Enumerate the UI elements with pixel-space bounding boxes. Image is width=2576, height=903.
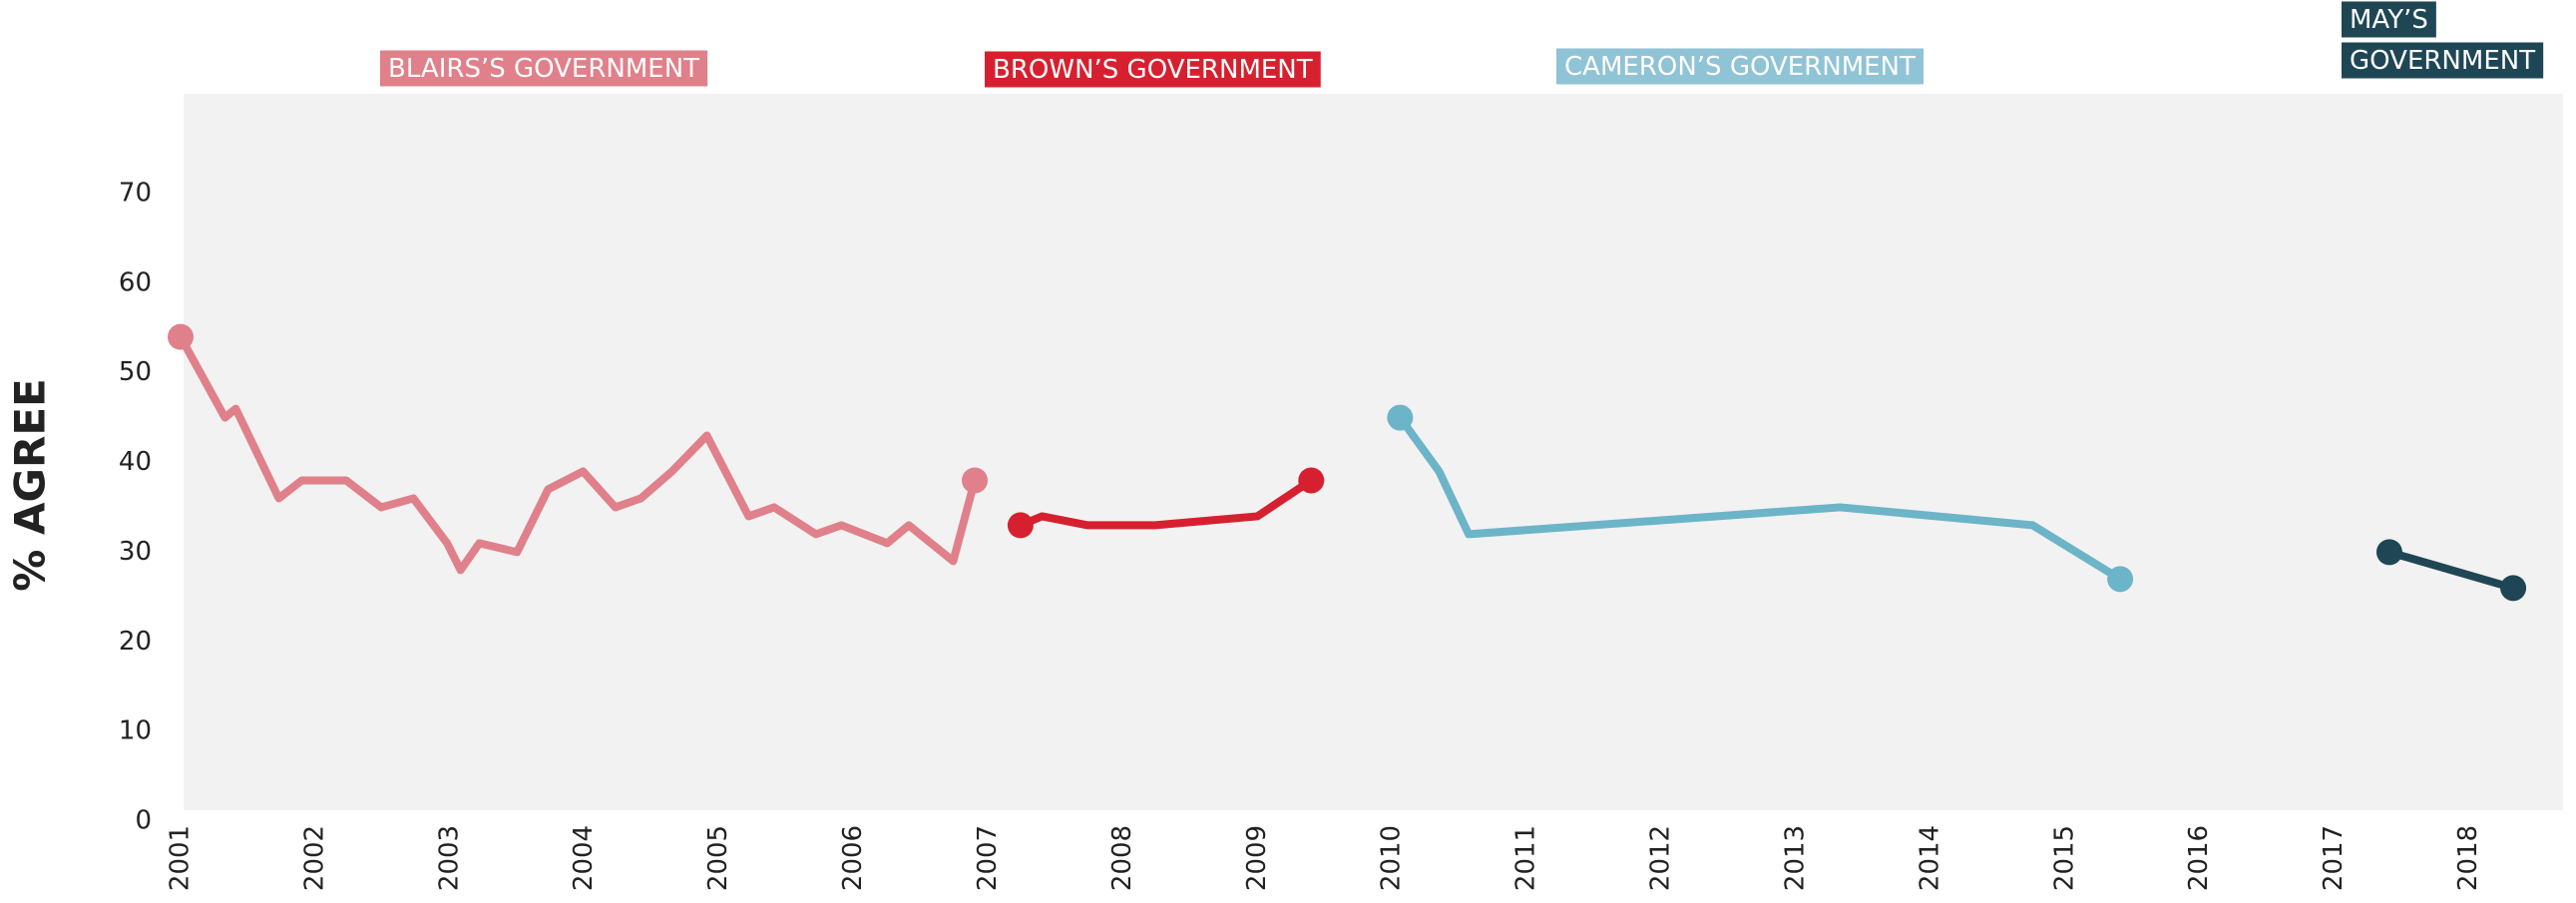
x-tick-label: 2009 (1242, 825, 1272, 891)
x-tick-label: 2013 (1780, 825, 1810, 891)
x-tick-label: 2001 (166, 825, 196, 891)
x-tick-label: 2016 (2184, 825, 2214, 891)
government-label-bg (985, 51, 1321, 88)
x-tick-label: 2008 (1107, 825, 1137, 891)
label-box (2342, 1, 2436, 38)
label-box (2342, 42, 2544, 79)
y-tick-label: 70 (119, 178, 152, 208)
y-tick-label: 20 (119, 627, 152, 657)
series-line (2387, 548, 2515, 593)
x-tick-label: 2017 (2319, 825, 2349, 891)
x-tick-label: 2002 (299, 825, 329, 891)
government-label: MAY’S GOVERNMENT (2350, 5, 2535, 76)
endpoint-marker (168, 323, 194, 350)
government-label: BLAIRS’S GOVERNMENT (388, 54, 699, 84)
endpoint-marker (2500, 575, 2527, 602)
x-tick-label: 2018 (2453, 825, 2483, 891)
x-tick-label: 2007 (973, 825, 1003, 891)
x-tick-label: 2005 (703, 825, 733, 891)
label-box (985, 51, 1321, 88)
y-tick-label: 60 (119, 267, 152, 297)
label-box (1556, 48, 1925, 85)
x-tick-label: 2006 (838, 825, 868, 891)
endpoint-marker (2375, 539, 2402, 566)
x-tick-label: 2015 (2049, 825, 2079, 891)
government-label-bg (2342, 1, 2544, 79)
x-tick-label: 2003 (434, 825, 464, 891)
y-axis-label: % AGREE (6, 378, 55, 591)
x-tick-label: 2011 (1511, 825, 1541, 891)
government-label-bg (1556, 48, 1925, 85)
x-tick-label: 2012 (1646, 825, 1676, 891)
label-box (380, 50, 708, 87)
endpoint-marker (2107, 566, 2134, 593)
y-tick-label: 30 (119, 537, 152, 567)
endpoint-marker (962, 467, 988, 494)
y-tick-label: 0 (135, 806, 152, 836)
endpoint-marker (1387, 404, 1414, 431)
endpoint-marker (1298, 467, 1325, 494)
series-line (1019, 477, 1314, 530)
government-label: BROWN’S GOVERNMENT (993, 55, 1313, 85)
y-tick-label: 10 (119, 716, 152, 746)
series-line (1397, 415, 2123, 583)
plot-background (184, 94, 2563, 810)
government-label: CAMERON’S GOVERNMENT (1564, 52, 1916, 82)
government-label-bg (380, 50, 708, 87)
x-tick-label: 2004 (569, 825, 599, 891)
y-tick-label: 50 (119, 357, 152, 387)
endpoint-marker (1007, 512, 1034, 539)
x-tick-label: 2010 (1377, 825, 1407, 891)
x-tick-label: 2014 (1915, 825, 1944, 891)
series-line (177, 334, 979, 575)
y-tick-label: 40 (119, 447, 152, 477)
